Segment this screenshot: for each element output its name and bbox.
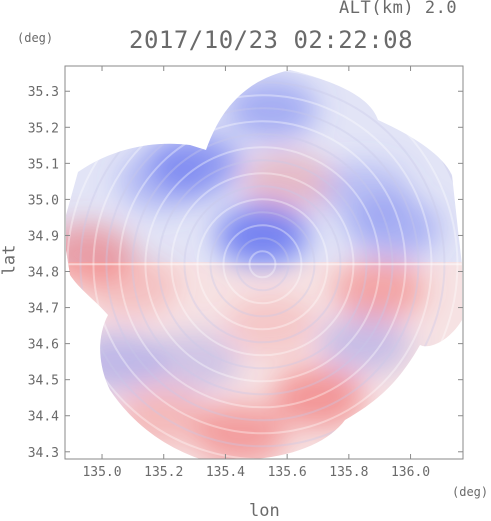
value-region-8 xyxy=(86,255,179,316)
value-region-11 xyxy=(148,331,241,392)
x-tick-label: 135.4 xyxy=(206,465,245,480)
y-tick-label: 34.7 xyxy=(28,302,59,317)
value-region-13 xyxy=(194,403,287,459)
y-tick-label: 35.1 xyxy=(28,157,59,172)
y-tick-label: 35.3 xyxy=(28,85,59,100)
x-tick-label: 135.0 xyxy=(82,465,121,480)
value-region-4 xyxy=(216,205,309,266)
y-tick-label: 34.5 xyxy=(28,374,59,389)
value-region-15 xyxy=(318,313,411,374)
chart-timestamp-title: 2017/10/23 02:22:08 xyxy=(129,26,414,54)
y-tick-label: 34.6 xyxy=(28,338,59,353)
y-tick-label: 34.4 xyxy=(28,410,59,425)
x-axis-title: lon xyxy=(249,501,280,521)
x-tick-label: 135.2 xyxy=(144,465,183,480)
value-region-9 xyxy=(333,259,426,320)
y-axis-unit: (deg) xyxy=(17,31,54,45)
value-region-2 xyxy=(148,133,241,194)
y-tick-label: 34.8 xyxy=(28,266,59,281)
y-tick-label: 35.2 xyxy=(28,121,59,136)
y-tick-label: 35.0 xyxy=(28,193,59,208)
value-region-6 xyxy=(349,198,442,259)
x-tick-label: 135.8 xyxy=(329,465,368,480)
plot-frame xyxy=(64,65,464,460)
y-tick-label: 34.3 xyxy=(28,446,59,461)
value-region-5 xyxy=(241,151,334,212)
x-axis-unit: (deg) xyxy=(452,485,489,499)
value-region-10 xyxy=(225,295,318,356)
value-region-12 xyxy=(271,367,364,428)
y-tick-label: 34.9 xyxy=(28,229,59,244)
value-region-3 xyxy=(225,79,318,140)
altitude-label: ALT(km) 2.0 xyxy=(339,0,458,18)
x-tick-label: 136.0 xyxy=(391,465,430,480)
x-tick-label: 135.6 xyxy=(268,465,307,480)
